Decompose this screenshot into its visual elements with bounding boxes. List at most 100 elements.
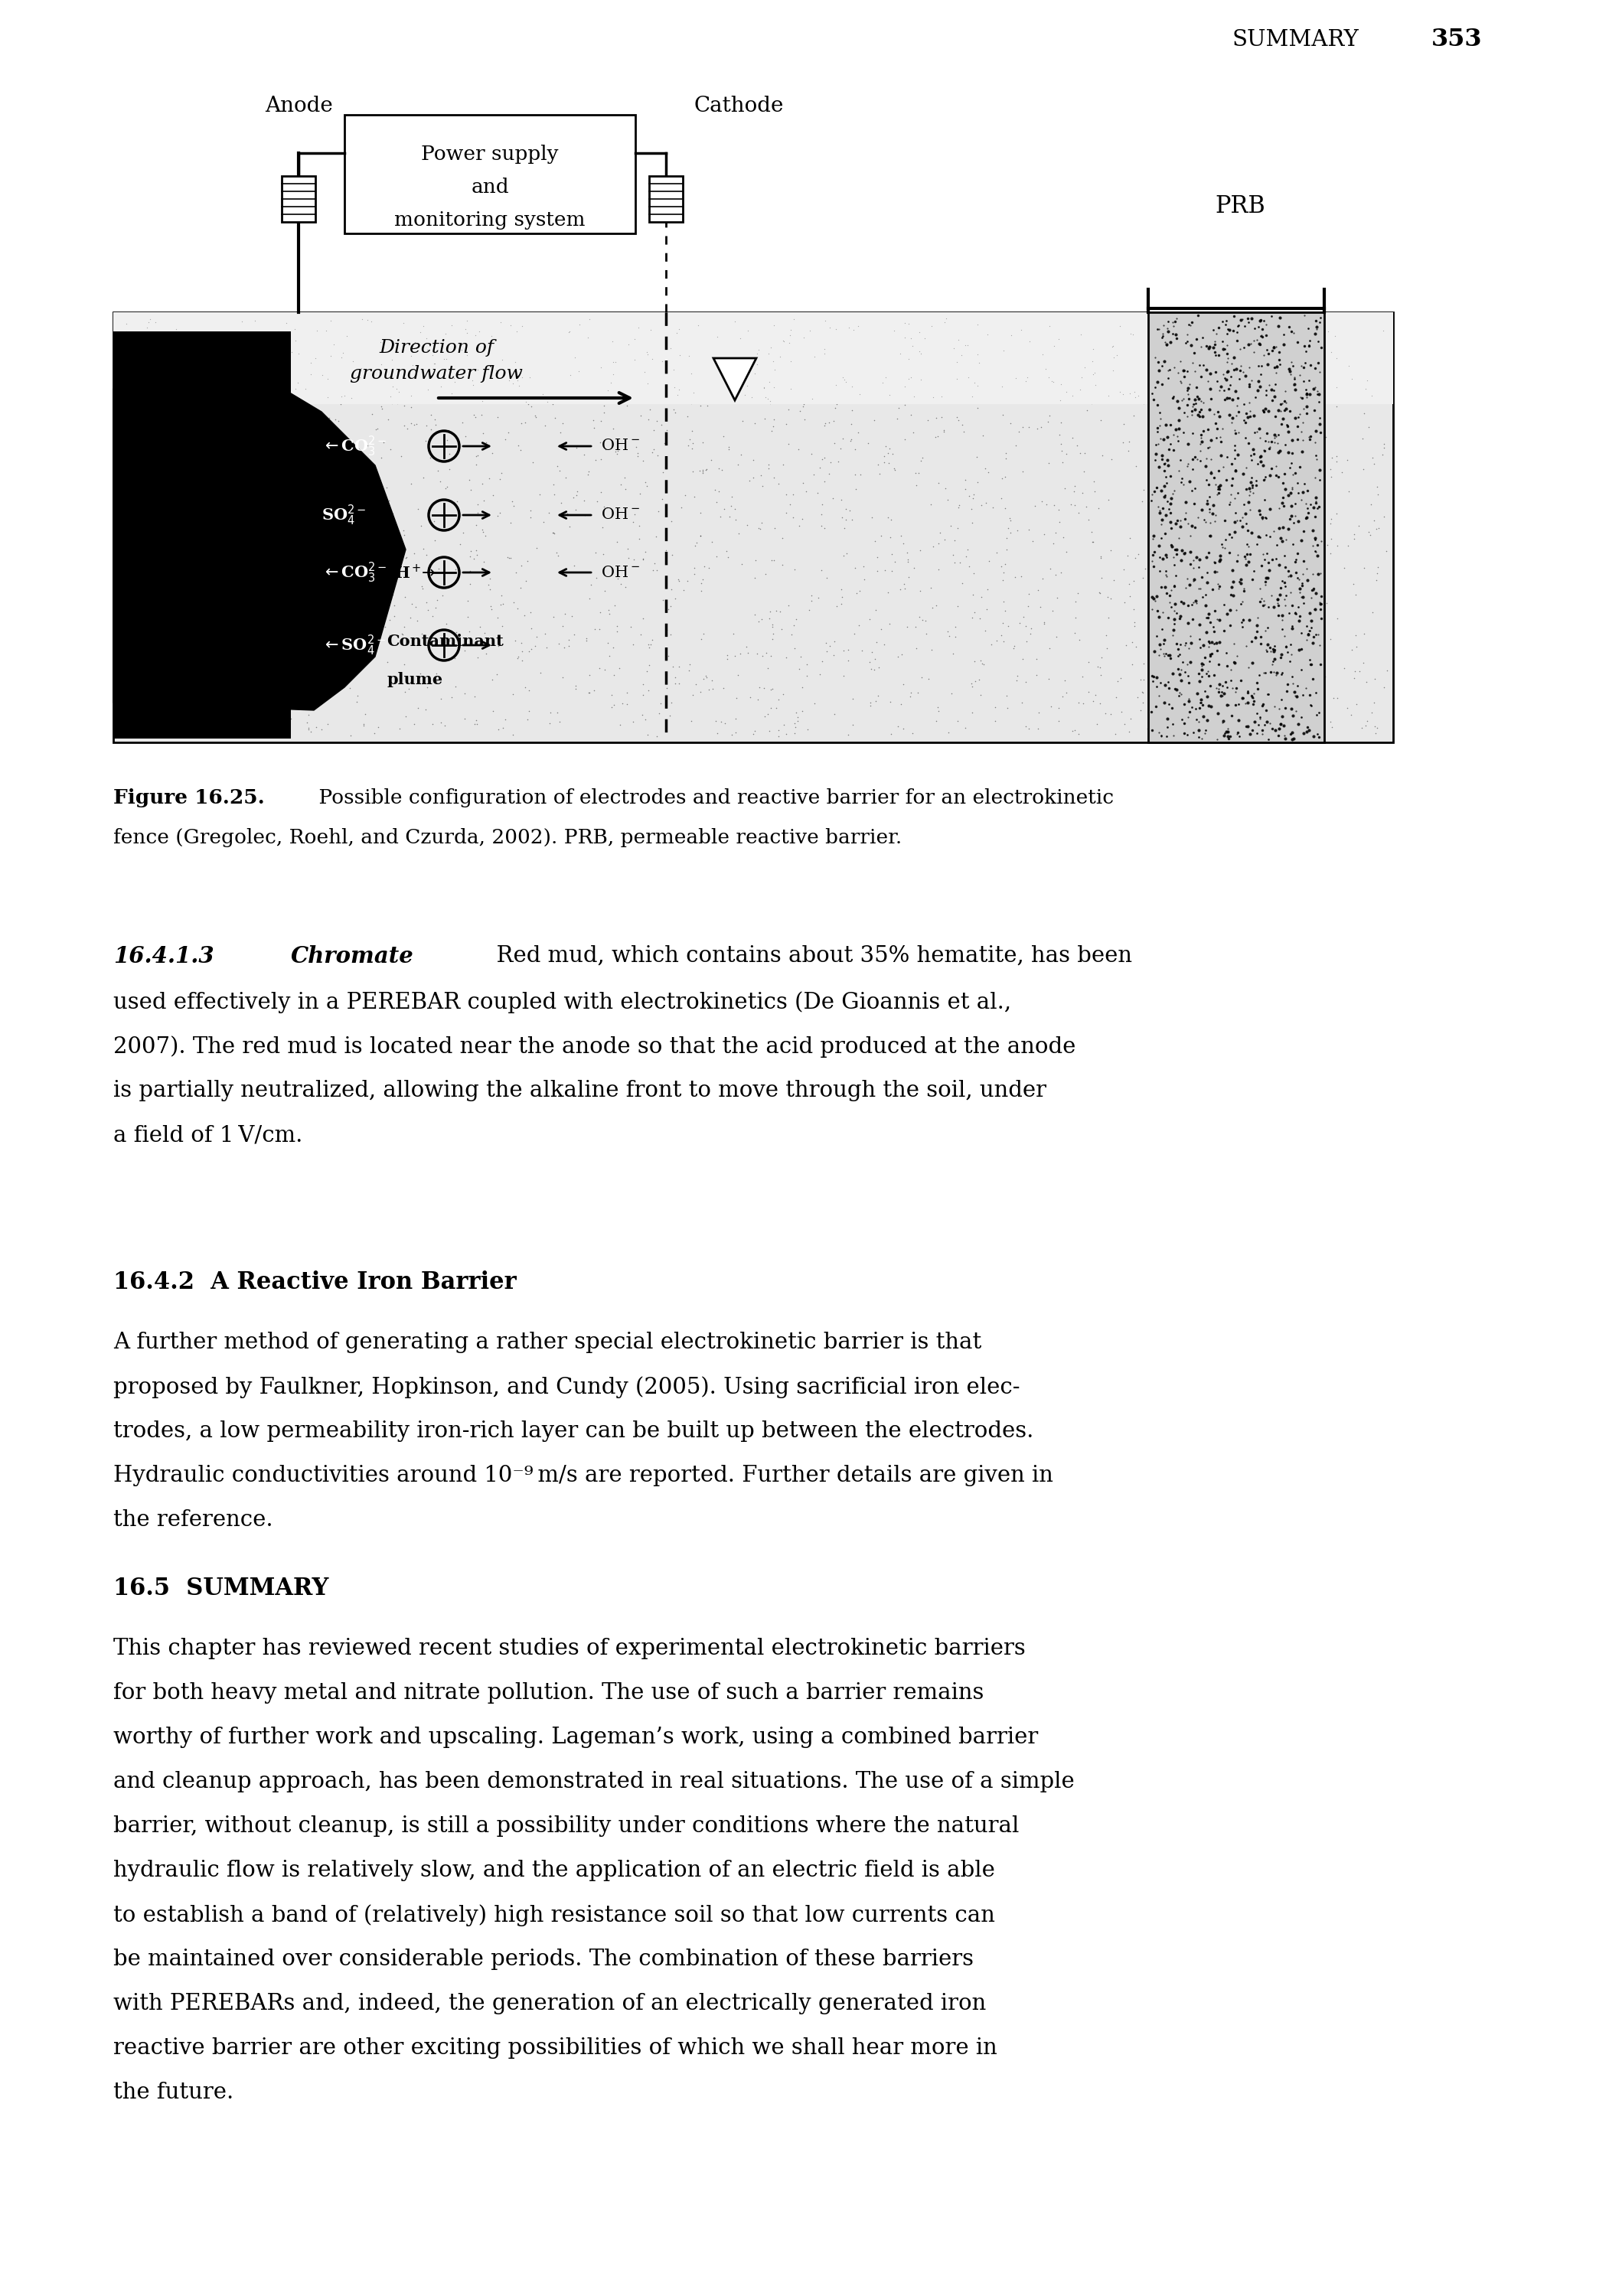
Point	[298, 590, 323, 627]
Point	[756, 450, 782, 487]
Point	[1112, 583, 1138, 620]
Point	[423, 406, 449, 443]
Point	[516, 324, 542, 360]
Point	[1231, 308, 1257, 344]
Point	[1342, 326, 1368, 363]
Point	[422, 344, 447, 381]
Point	[1123, 305, 1149, 342]
Point	[565, 333, 591, 370]
Point	[251, 613, 277, 650]
Point	[581, 370, 607, 406]
Point	[1121, 608, 1147, 645]
Point	[998, 503, 1023, 540]
Point	[595, 625, 621, 661]
Point	[792, 386, 817, 422]
Point	[1121, 563, 1147, 599]
Point	[798, 436, 824, 473]
Point	[238, 305, 264, 342]
Point	[1255, 349, 1281, 386]
Point	[470, 466, 496, 503]
Point	[249, 625, 275, 661]
Point	[747, 331, 772, 367]
Point	[972, 331, 998, 367]
Point	[227, 675, 253, 712]
Point	[486, 712, 512, 748]
Point	[761, 308, 787, 344]
Point	[423, 581, 449, 618]
Point	[356, 599, 381, 636]
Point	[782, 714, 808, 751]
Point	[967, 599, 993, 636]
Point	[238, 629, 264, 666]
Point	[1134, 406, 1160, 443]
Point	[1012, 363, 1038, 400]
Point	[391, 517, 417, 553]
Point	[409, 312, 434, 349]
Point	[917, 569, 943, 606]
Point	[647, 319, 673, 356]
Point	[232, 510, 257, 546]
Point	[442, 363, 468, 400]
Point	[393, 308, 418, 344]
Point	[354, 599, 380, 636]
Point	[336, 579, 362, 615]
Point	[806, 579, 832, 615]
Point	[455, 599, 481, 636]
Point	[640, 622, 666, 659]
Point	[1324, 388, 1350, 425]
Text: and cleanup approach, has been demonstrated in real situations. The use of a sim: and cleanup approach, has been demonstra…	[113, 1770, 1075, 1793]
Point	[795, 333, 821, 370]
Point	[1358, 517, 1384, 553]
Point	[690, 303, 716, 340]
Point	[636, 647, 661, 684]
Point	[784, 693, 809, 730]
Point	[822, 696, 848, 732]
Point	[164, 310, 190, 347]
Point	[994, 677, 1020, 714]
Point	[418, 397, 444, 434]
Point	[584, 482, 610, 519]
Point	[1335, 473, 1361, 510]
Point	[499, 333, 525, 370]
Point	[163, 510, 188, 546]
Point	[674, 427, 700, 464]
Point	[747, 510, 772, 546]
Point	[1194, 381, 1220, 418]
Point	[830, 303, 856, 340]
Point	[666, 338, 692, 374]
Point	[275, 308, 301, 344]
Point	[1017, 709, 1043, 746]
Point	[1117, 519, 1142, 556]
Point	[751, 370, 777, 406]
Point	[219, 386, 245, 422]
Point	[1054, 374, 1080, 411]
Point	[1364, 328, 1390, 365]
Point	[389, 439, 415, 475]
Point	[1139, 379, 1165, 416]
Point	[311, 563, 336, 599]
Point	[1134, 709, 1160, 746]
Point	[214, 338, 240, 374]
Point	[193, 530, 219, 567]
Point	[629, 542, 655, 579]
Point	[759, 542, 785, 579]
Point	[1278, 338, 1303, 374]
Point	[508, 432, 534, 468]
Point	[1088, 560, 1113, 597]
Point	[275, 418, 301, 455]
Point	[734, 629, 759, 666]
Point	[1113, 627, 1139, 664]
Point	[478, 588, 504, 625]
Point	[1361, 661, 1387, 698]
Point	[523, 312, 549, 349]
Point	[975, 317, 1001, 354]
Point	[298, 714, 323, 751]
Point	[764, 372, 790, 409]
Point	[264, 374, 290, 411]
Point	[642, 338, 668, 374]
Point	[571, 436, 597, 473]
Point	[1067, 434, 1093, 471]
Point	[1332, 650, 1358, 687]
Point	[782, 551, 808, 588]
Point	[813, 404, 838, 441]
